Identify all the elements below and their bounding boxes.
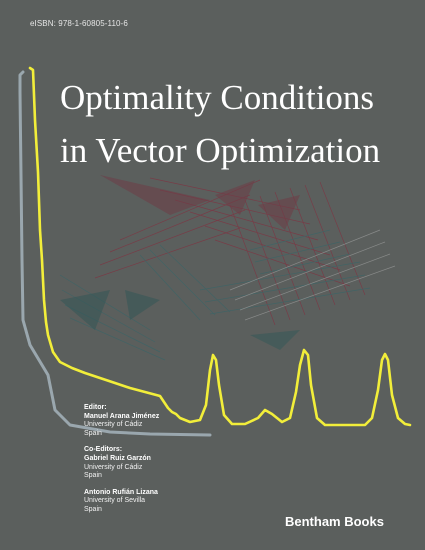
yellow-curve [28, 66, 412, 427]
hatch-pattern [59, 177, 396, 361]
editor-name: Manuel Arana Jiménez [84, 412, 160, 420]
title-line-1: Optimality Conditions [60, 78, 375, 117]
isbn-label: eISBN: 978-1-60805-110-6 [30, 19, 128, 28]
credits-block: Editor: Manuel Arana Jiménez University … [84, 404, 159, 515]
wedge-shapes [60, 175, 300, 350]
editor-affiliation: University of Cádiz [84, 421, 143, 429]
title-line-2: in Vector Optimization [60, 131, 381, 170]
coeditor-name: Gabriel Ruiz Garzón [84, 454, 151, 462]
coeditor-affiliation: University of Cádiz [84, 463, 143, 471]
editor-heading: Editor: [84, 404, 107, 411]
publisher-name: Bentham Books [285, 514, 384, 529]
grey-curve [18, 70, 212, 437]
coeditor-country: Spain [84, 505, 102, 513]
coeditor-affiliation: University of Sevilla [84, 497, 146, 505]
coeditor-name: Antonio Rufián Lizana [84, 488, 158, 496]
coeditor-country: Spain [84, 472, 102, 480]
editor-country: Spain [84, 429, 102, 437]
coeditors-heading: Co-Editors: [84, 446, 123, 454]
